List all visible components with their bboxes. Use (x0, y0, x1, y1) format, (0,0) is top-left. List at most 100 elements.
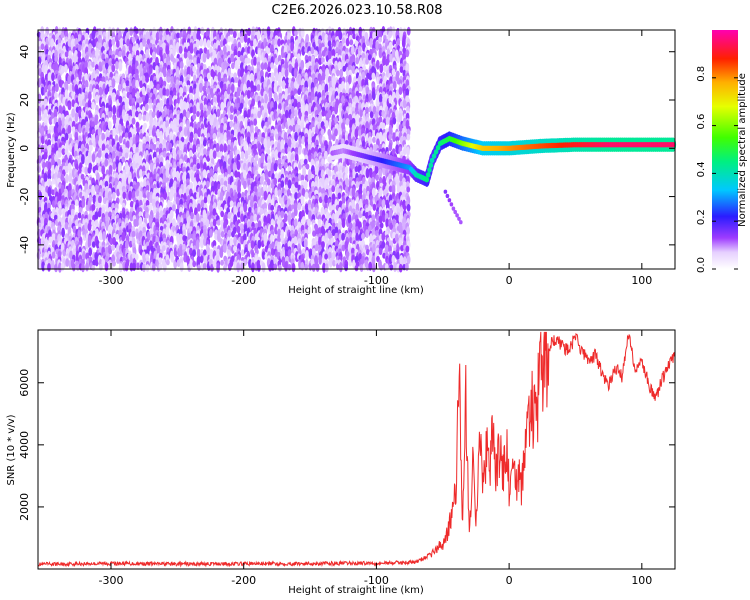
spectrogram-cell (203, 110, 208, 120)
spectrogram-cell (104, 88, 109, 95)
figure-title: C2E6.2026.023.10.58.R08 (271, 3, 442, 18)
spectrogram-cell (145, 76, 150, 83)
spectrogram-cell (204, 76, 209, 83)
spectrogram-cell (224, 90, 228, 99)
spectrogram-cell (179, 61, 184, 70)
spectrogram-cell (87, 150, 92, 160)
spectrogram-cell (77, 44, 82, 52)
spectrogram-cell (202, 139, 207, 147)
spectrogram-cell (48, 236, 53, 244)
spectrogram-cell (98, 166, 102, 173)
spectrogram-cell (148, 102, 153, 109)
spectrogram-cell (51, 251, 56, 259)
spectrogram-cell (98, 42, 102, 51)
spectrogram-cell (61, 148, 66, 156)
spectrogram-cell (237, 185, 241, 194)
spectrogram-cell (118, 263, 123, 273)
spectrogram-cell (81, 166, 86, 173)
spectrogram-cell (84, 158, 89, 166)
spectrogram-cell (131, 252, 136, 260)
spectrogram-cell (85, 262, 89, 272)
spectrogram-cell (341, 218, 346, 229)
spectrogram-cell (354, 128, 359, 139)
spectrogram-cell (222, 185, 227, 192)
spectrogram-cell (212, 132, 217, 140)
spectrogram-cell (236, 160, 241, 171)
spectrogram-cell (197, 127, 202, 138)
spectrogram-cell (116, 39, 120, 49)
spectrogram-cell (328, 132, 333, 141)
spectrogram-cell (291, 117, 295, 126)
spectrogram-cell (324, 253, 328, 260)
spectrogram-cell (112, 161, 117, 171)
spectrogram-cell (354, 40, 359, 47)
spectrogram-cell (60, 262, 65, 272)
spectrogram-cell (216, 108, 221, 118)
spectrogram-cell (126, 38, 131, 47)
spectrogram-cell (193, 192, 198, 200)
spectrogram-cell (131, 36, 136, 43)
spectrogram-cell (112, 127, 117, 137)
spectrogram-cell (135, 79, 140, 89)
spectrogram-cell (89, 83, 93, 93)
spectrogram-cell (281, 80, 286, 90)
spectrogram-cell (152, 29, 156, 40)
spectrogram-cell (206, 49, 211, 60)
spectrogram-cell (81, 262, 85, 273)
spectrogram-cell (108, 121, 112, 130)
spectrogram-cell (199, 38, 204, 47)
spectrogram-cell (345, 177, 349, 187)
spectrogram-cell (307, 226, 312, 235)
spectrogram-cell (118, 95, 123, 104)
spectrogram-cell (111, 244, 115, 251)
spectrogram-cell (132, 161, 137, 171)
spectrogram-cell (230, 142, 235, 152)
spectrogram-cell (293, 218, 298, 227)
spectrogram-cell (189, 45, 194, 54)
spectrogram-cell (216, 262, 221, 273)
spectrogram-cell (131, 109, 136, 119)
spectrogram-cell (256, 30, 261, 40)
spectrogram-cell (142, 37, 146, 47)
spectrogram-cell (84, 166, 89, 176)
spectrogram-cell (64, 64, 68, 73)
spectrogram-cell (54, 54, 59, 63)
spectrogram-cell (230, 53, 235, 63)
spectrogram-cell (50, 212, 55, 219)
spectrogram-cell (43, 172, 48, 183)
spectrogram-cell (273, 162, 278, 172)
spectrogram-cell (293, 236, 298, 245)
spectrogram-cell (189, 259, 194, 270)
spectrogram-cell (209, 168, 214, 178)
spectrogram-cell (104, 255, 109, 263)
spectrogram-cell (227, 198, 231, 208)
spectrogram-cell (162, 42, 167, 51)
spectrogram-cell (108, 110, 113, 118)
spectrogram-cell (145, 264, 150, 272)
spectrogram-cell (172, 218, 176, 229)
spectrogram-cell (162, 87, 167, 97)
spectrogram-cell (162, 151, 167, 158)
spectrogram-cell (149, 194, 154, 204)
spectrogram-cell (151, 263, 156, 272)
spectrogram-cell (156, 83, 161, 91)
spectrogram-cell (125, 166, 130, 175)
spectrogram-cell (159, 99, 164, 108)
spectrogram-cell (149, 116, 154, 127)
spectrogram-cell (84, 222, 89, 231)
spectrogram-cell (75, 163, 79, 171)
spectrogram-cell (77, 212, 82, 219)
spectrogram-cell (192, 260, 197, 268)
spectrogram-cell (219, 40, 224, 48)
spectrogram-cell (280, 210, 285, 219)
spectrogram-cell (192, 31, 197, 41)
spectrogram-cell (196, 191, 200, 200)
spectrogram-cell (190, 211, 195, 220)
spectrogram-cell (297, 88, 302, 95)
spectrogram-cell (163, 191, 168, 200)
spectrogram-cell (195, 239, 200, 250)
spectrogram-cell (273, 177, 278, 186)
spectrogram-cell (310, 46, 315, 55)
spectrogram-cell (192, 233, 197, 243)
spectrogram-cell (82, 250, 86, 261)
